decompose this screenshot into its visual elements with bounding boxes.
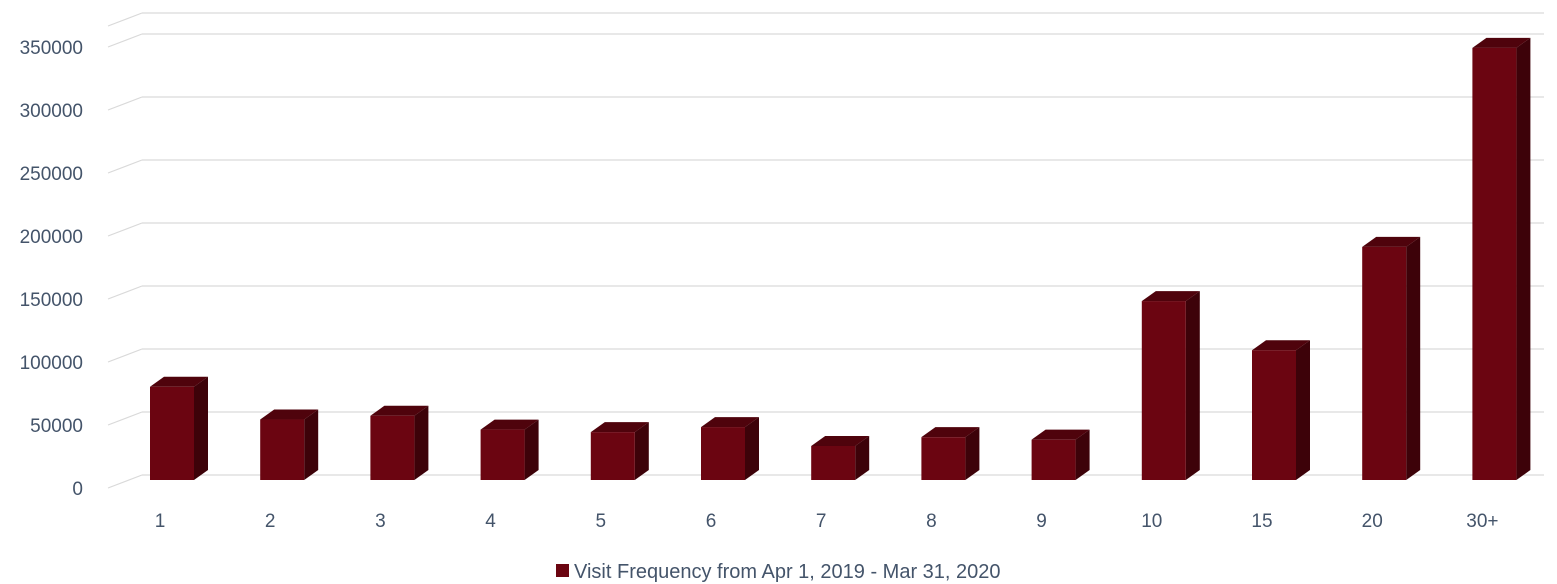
bar-top [1472, 37, 1531, 48]
bar-front [811, 445, 856, 480]
bar-top [1252, 340, 1310, 351]
x-tick-label: 7 [816, 511, 827, 532]
bars [150, 37, 1531, 480]
bar-top [811, 435, 870, 446]
bar-top [1031, 429, 1090, 440]
bar [921, 427, 980, 480]
bar [480, 419, 539, 480]
bar-front [590, 432, 635, 480]
bar [1362, 236, 1421, 480]
bar-top [480, 419, 539, 430]
y-tick-label: 100000 [20, 353, 83, 374]
bar-side [1406, 236, 1421, 480]
bar-front [150, 386, 194, 480]
x-tick-label: 2 [265, 511, 276, 532]
x-tick-label: 30+ [1466, 511, 1498, 532]
bar [260, 409, 319, 480]
bar-side [1296, 340, 1310, 480]
bar-front [1472, 47, 1517, 480]
x-tick-label: 9 [1036, 511, 1047, 532]
gridline-diagonal [107, 348, 143, 363]
bar-front [480, 429, 525, 480]
bar-side [965, 427, 980, 480]
x-tick-label: 5 [596, 511, 607, 532]
y-tick-label: 250000 [20, 164, 83, 185]
y-tick-label: 150000 [20, 290, 83, 311]
x-tick-label: 3 [375, 511, 386, 532]
y-axis-tick-labels: 0 50000 100000 150000 200000 250000 300000 3500… [20, 38, 83, 500]
bar-front [921, 437, 966, 480]
bar-top [1362, 236, 1421, 247]
gridlines [107, 12, 1544, 489]
gridline-diagonal [107, 285, 143, 300]
bar-front [1031, 439, 1076, 480]
bar-front [701, 427, 745, 480]
bar-side [855, 435, 870, 480]
bar [370, 405, 429, 480]
bar-front [260, 419, 305, 480]
bar-side [634, 422, 649, 480]
bar-top [370, 405, 429, 416]
gridline-diagonal [107, 12, 143, 27]
bar [150, 376, 208, 480]
bar-side [1516, 37, 1531, 480]
gridline-diagonal [107, 96, 143, 111]
bar [811, 435, 870, 480]
legend: Visit Frequency from Apr 1, 2019 - Mar 3… [556, 561, 1001, 583]
bar-side [194, 376, 208, 480]
gridline-diagonal [107, 222, 143, 237]
bar-top [590, 422, 649, 433]
x-tick-label: 6 [706, 511, 717, 532]
x-tick-label: 1 [155, 511, 166, 532]
bar-side [1075, 429, 1090, 480]
legend-swatch [556, 564, 569, 577]
gridline-diagonal [107, 159, 143, 174]
bar-top [701, 417, 759, 428]
bar-side [745, 417, 759, 480]
bar-side [1185, 291, 1200, 480]
y-tick-label: 0 [72, 479, 83, 500]
bar-front [1252, 350, 1296, 480]
bar [1472, 37, 1531, 480]
gridline-diagonal [107, 474, 143, 489]
bar [590, 422, 649, 480]
x-tick-label: 8 [926, 511, 937, 532]
bar-front [1362, 246, 1407, 480]
bar [1141, 291, 1200, 480]
x-axis-tick-labels: 1 2 3 4 5 6 7 8 9 10 15 20 30+ [155, 511, 1499, 532]
bar-side [524, 419, 539, 480]
bar-side [304, 409, 319, 480]
x-tick-label: 20 [1362, 511, 1383, 532]
y-tick-label: 300000 [20, 101, 83, 122]
x-tick-label: 15 [1251, 511, 1272, 532]
bar-top [150, 376, 208, 387]
bar [1252, 340, 1310, 480]
bar [701, 417, 759, 480]
y-tick-label: 200000 [20, 227, 83, 248]
bar-side [414, 405, 429, 480]
x-tick-label: 4 [485, 511, 496, 532]
gridline-diagonal [107, 33, 143, 48]
bar-top [1141, 291, 1200, 302]
bar [1031, 429, 1090, 480]
x-tick-label: 10 [1141, 511, 1162, 532]
legend-label: Visit Frequency from Apr 1, 2019 - Mar 3… [574, 561, 1001, 583]
bar-front [1141, 301, 1186, 480]
y-tick-label: 50000 [30, 416, 83, 437]
gridline-diagonal [107, 411, 143, 426]
y-tick-label: 350000 [20, 38, 83, 59]
bar-top [260, 409, 319, 420]
bar-front [370, 415, 415, 480]
bar-top [921, 427, 980, 438]
